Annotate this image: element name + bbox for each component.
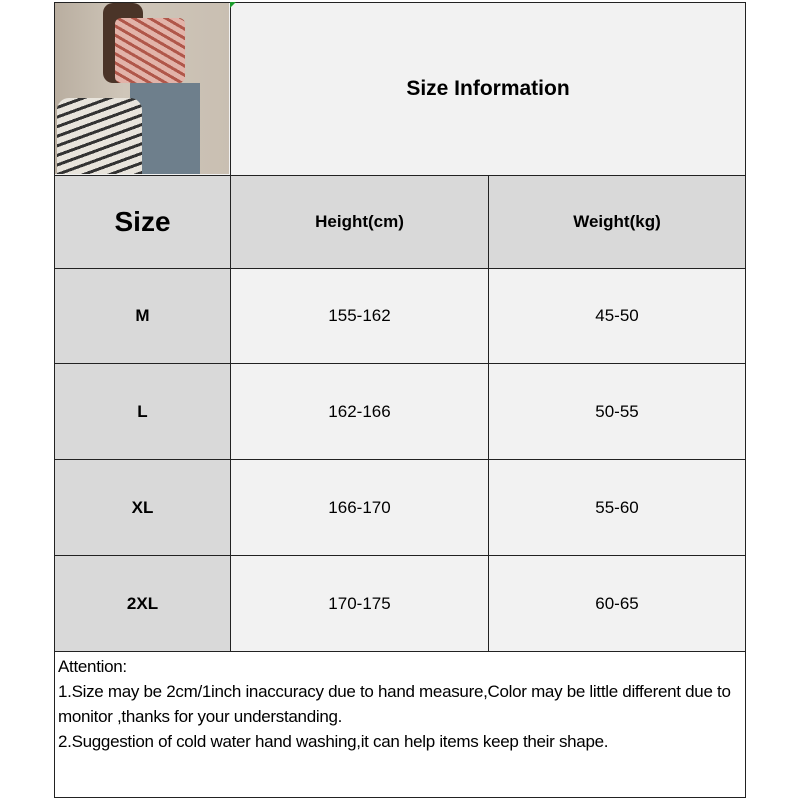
header-height: Height(cm) [230, 175, 489, 269]
size-cell: XL [54, 459, 231, 556]
cell-marker-icon [230, 2, 236, 8]
page-title: Size Information [230, 2, 746, 176]
notes-heading: Attention: [58, 657, 127, 676]
header-weight: Weight(kg) [488, 175, 746, 269]
size-cell: M [54, 268, 231, 364]
weight-cell: 50-55 [488, 363, 746, 460]
attention-notes: Attention: 1.Size may be 2cm/1inch inacc… [54, 651, 746, 798]
size-cell: 2XL [54, 555, 231, 652]
note-line: 1.Size may be 2cm/1inch inaccuracy due t… [58, 682, 736, 726]
photo-vest [57, 98, 142, 174]
product-photo [55, 3, 229, 174]
weight-cell: 45-50 [488, 268, 746, 364]
height-cell: 162-166 [230, 363, 489, 460]
height-cell: 155-162 [230, 268, 489, 364]
note-line: 2.Suggestion of cold water hand washing,… [58, 732, 609, 751]
size-cell: L [54, 363, 231, 460]
weight-cell: 60-65 [488, 555, 746, 652]
photo-top [115, 18, 185, 83]
header-size: Size [54, 175, 231, 269]
height-cell: 166-170 [230, 459, 489, 556]
weight-cell: 55-60 [488, 459, 746, 556]
height-cell: 170-175 [230, 555, 489, 652]
